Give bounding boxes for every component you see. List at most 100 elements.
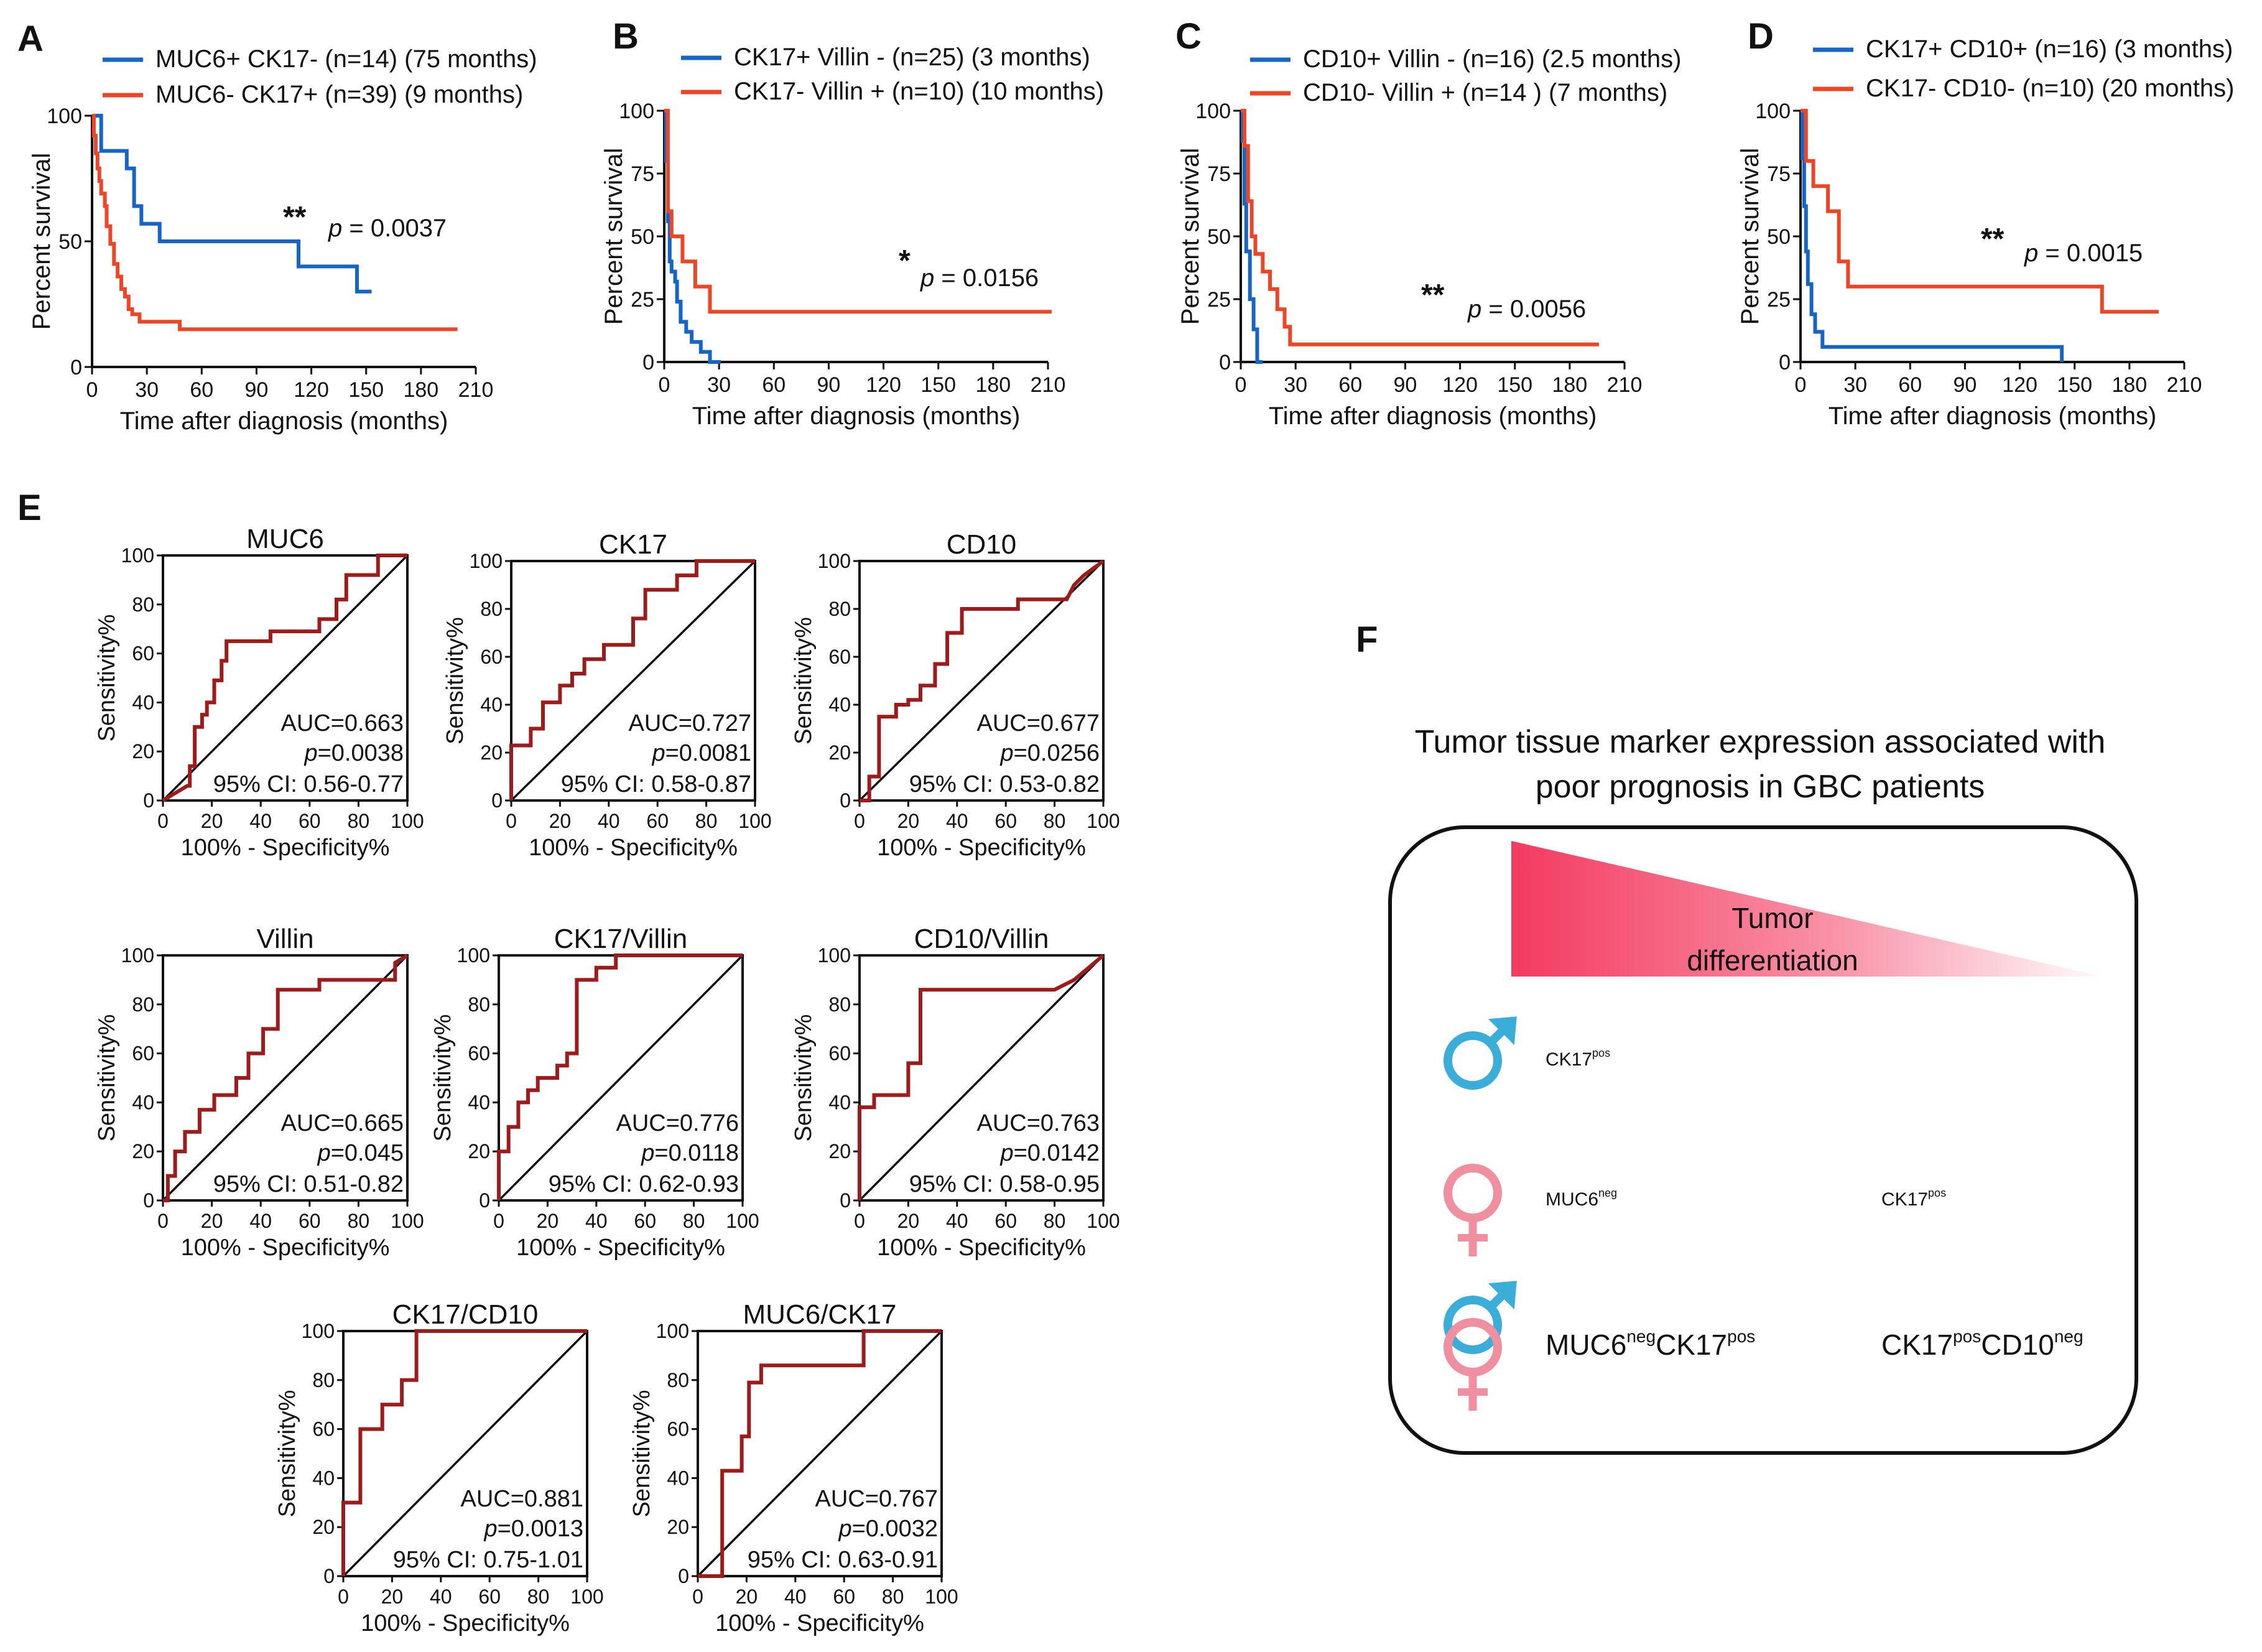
auc-label: AUC=0.881	[460, 1486, 583, 1512]
x-tick-label: 80	[348, 810, 370, 832]
x-tick-label: 30	[1843, 373, 1867, 397]
p-italic: p	[328, 215, 342, 242]
y-tick-label: 0	[143, 789, 154, 812]
km-curve-red	[664, 109, 1052, 314]
km-curve-red	[1241, 109, 1599, 346]
y-tick-label: 50	[1207, 225, 1231, 249]
y-tick-label: 100	[1755, 100, 1791, 123]
roc-curve	[497, 954, 743, 1200]
y-tick-label: 20	[667, 1516, 689, 1538]
roc-frame	[162, 554, 409, 802]
p-italic: p	[1467, 295, 1481, 323]
p-value: =0.0118	[654, 1140, 739, 1166]
y-tick-label: 20	[132, 740, 154, 763]
x-tick-label: 80	[348, 1210, 370, 1232]
x-tick-label: 150	[348, 378, 384, 402]
y-tick-label: 40	[468, 1091, 490, 1113]
x-axis-title: Time after diagnosis (months)	[692, 402, 1021, 430]
y-tick-label: 100	[457, 944, 490, 967]
p-value-label: p=0.0032	[838, 1516, 938, 1542]
y-axis-title: Sensitivity%	[94, 615, 120, 742]
male-arrow-head	[1488, 1281, 1517, 1310]
y-tick-label: 100	[470, 550, 503, 572]
y-tick-label: 0	[323, 1565, 335, 1587]
p-value: = 0.0156	[934, 264, 1039, 292]
differentiation-gradient-wedge	[1511, 841, 2102, 977]
x-tick-label: 90	[1954, 373, 1977, 397]
y-tick-label: 80	[132, 993, 154, 1016]
x-tick-label: 100	[570, 1585, 603, 1608]
p-value: =0.0032	[852, 1516, 938, 1542]
p-value-label: p=0.0081	[651, 740, 751, 766]
x-tick-label: 80	[882, 1585, 904, 1608]
marker-base: CK17	[1656, 1329, 1727, 1361]
male-symbol-icon	[1444, 1016, 1517, 1090]
auc-label: AUC=0.665	[280, 1110, 404, 1136]
marker-label: CK17pos	[1546, 1047, 1610, 1070]
marker-label: MUC6neg	[1546, 1187, 1617, 1210]
x-tick-label: 60	[299, 1210, 321, 1232]
x-tick-label: 80	[527, 1585, 550, 1608]
y-axis-title: Sensitivity%	[790, 1014, 817, 1142]
x-tick-label: 20	[537, 1210, 559, 1232]
y-tick-label: 40	[828, 1091, 851, 1113]
marker-label: CK17pos	[1881, 1187, 1946, 1210]
y-axis-title: Percent survival	[1736, 148, 1764, 325]
km-curve-red	[1801, 109, 2159, 314]
panel-letter-c: C	[1175, 16, 1202, 57]
x-tick-label: 100	[391, 1210, 424, 1232]
roc-title: CK17/CD10	[392, 1299, 539, 1330]
x-tick-label: 0	[493, 1210, 504, 1232]
marker-base: MUC6	[1546, 1189, 1598, 1210]
marker-base: CK17	[1546, 1049, 1592, 1070]
y-axis-title: Percent survival	[28, 153, 55, 330]
legend-entry: CD10+ Villin - (n=16) (2.5 months)	[1303, 45, 1681, 73]
x-tick-label: 90	[245, 378, 269, 402]
y-tick-label: 60	[132, 1042, 154, 1065]
roc-frame	[162, 954, 409, 1202]
x-tick-label: 0	[157, 810, 169, 832]
x-tick-label: 150	[920, 373, 956, 397]
x-tick-label: 60	[994, 1210, 1017, 1232]
y-tick-label: 25	[631, 288, 654, 312]
x-tick-label: 80	[1044, 810, 1066, 832]
legend-entry: CD10- Villin + (n=14 ) (7 months)	[1303, 79, 1667, 106]
ci-label: 95% CI: 0.56-0.77	[213, 771, 404, 797]
roc-curve	[162, 554, 407, 802]
y-tick-label: 100	[818, 550, 851, 572]
km-chart-a: 0 30 60 90 120 150 180 210 0 50 100 Time after diag…	[28, 45, 537, 435]
ci-label: 95% CI: 0.51-0.82	[213, 1171, 404, 1197]
y-tick-label: 40	[132, 1091, 154, 1113]
x-axis-title: Time after diagnosis (months)	[1269, 402, 1597, 430]
y-tick-label: 40	[480, 694, 503, 716]
x-axis-title: 100% - Specificity%	[181, 835, 390, 861]
p-value: = 0.0037	[342, 215, 447, 242]
x-tick-label: 100	[1087, 810, 1119, 832]
p-value-label: p = 0.0037	[328, 215, 447, 242]
gradient-label-line1: Tumor	[1731, 902, 1813, 934]
p-value: =0.0081	[665, 740, 751, 766]
y-tick-label: 40	[667, 1467, 689, 1489]
roc-chart-cd10-villin: 00 20 20 40 40 60 60 80 80 100 100 CD10/Villin 100% …	[790, 924, 1120, 1261]
male-female-symbol-icon	[1444, 1281, 1517, 1411]
p-italic: p	[651, 740, 665, 766]
y-axis-title: Sensitivity%	[94, 1014, 120, 1142]
marker-label: CK17posCD10neg	[1881, 1327, 2084, 1361]
x-tick-label: 60	[833, 1585, 855, 1608]
roc-diagonal-reference	[697, 1330, 943, 1577]
x-tick-label: 30	[135, 378, 159, 402]
x-tick-label: 20	[201, 1210, 223, 1232]
y-tick-label: 100	[818, 944, 851, 967]
km-curve-blue	[1800, 109, 2064, 362]
y-tick-label: 0	[1219, 351, 1231, 374]
x-tick-label: 0	[338, 1585, 349, 1608]
roc-title: Villin	[256, 924, 313, 954]
roc-diagonal-reference	[498, 954, 744, 1202]
x-tick-label: 100	[391, 810, 424, 832]
y-tick-label: 100	[619, 100, 654, 123]
auc-label: AUC=0.776	[616, 1110, 739, 1136]
x-axis-title: 100% - Specificity%	[516, 1235, 725, 1261]
marker-sup: pos	[1592, 1047, 1610, 1059]
y-tick-label: 60	[468, 1042, 490, 1065]
p-italic: p	[317, 1140, 331, 1166]
